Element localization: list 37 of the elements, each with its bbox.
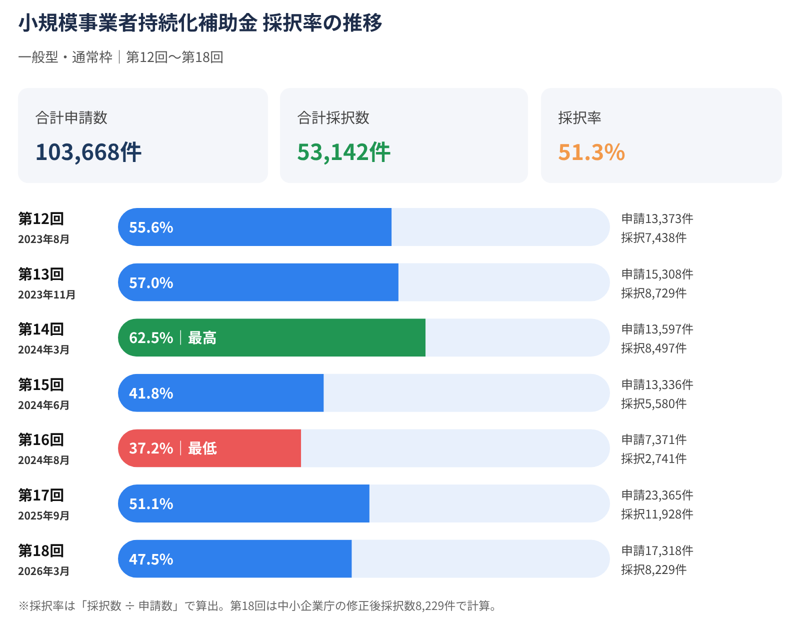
chart-subtitle: 一般型・通常枠｜第12回〜第18回 — [18, 46, 224, 66]
text: ※採択率は「採択数 ÷ 申請数」で算出。第18回は中小企業庁の修正後採択数8,229件で計算。 — [18, 598, 502, 614]
y-tick-label: 第17回 2025年9月 — [18, 484, 70, 524]
text: 51.3% — [558, 135, 626, 167]
text: 申請7,371件 — [621, 431, 687, 448]
data-label: 41.8% — [129, 382, 174, 404]
text: 103,668件 — [35, 135, 142, 167]
data-label: 55.6% — [129, 216, 174, 238]
text: 申請23,365件 — [621, 486, 694, 504]
y-tick-label: 第14回 2024年3月 — [18, 318, 70, 358]
y-tick-label: 第16回 2024年8月 — [18, 429, 70, 468]
text: 採択率 — [558, 107, 602, 128]
data-label: 47.5% — [129, 548, 174, 570]
text: 合計採択数 — [297, 107, 370, 128]
text: 申請15,308件 — [621, 265, 694, 282]
text: 申請17,318件 — [621, 542, 694, 559]
text: 採択11,928件 — [621, 506, 694, 522]
data-label: 51.1% — [129, 493, 174, 514]
text: 53,142件 — [297, 135, 392, 167]
y-tick-label: 第13回 2023年11月 — [18, 263, 76, 302]
text: 採択8,729件 — [621, 284, 687, 302]
text: 採択2,741件 — [621, 450, 687, 468]
text: 申請13,336件 — [621, 376, 694, 393]
text: 申請13,373件 — [621, 210, 694, 227]
y-tick-label: 第12回 2023年8月 — [18, 208, 70, 247]
data-label: 37.2%｜最低 — [129, 438, 218, 459]
text: 採択7,438件 — [621, 229, 687, 246]
text: 採択5,580件 — [621, 394, 687, 412]
data-label: 57.0% — [129, 272, 174, 293]
text: 合計申請数 — [35, 107, 108, 128]
chart-title: 小規模事業者持続化補助金 採択率の推移 — [18, 7, 383, 36]
y-tick-label: 第15回 2024年6月 — [18, 374, 70, 413]
text: 採択8,497件 — [621, 340, 687, 357]
y-tick-label: 第18回 2026年3月 — [18, 540, 70, 579]
data-label: 62.5%｜最高 — [129, 327, 217, 348]
text: 申請13,597件 — [621, 320, 694, 338]
text: 採択8,229件 — [621, 560, 687, 578]
